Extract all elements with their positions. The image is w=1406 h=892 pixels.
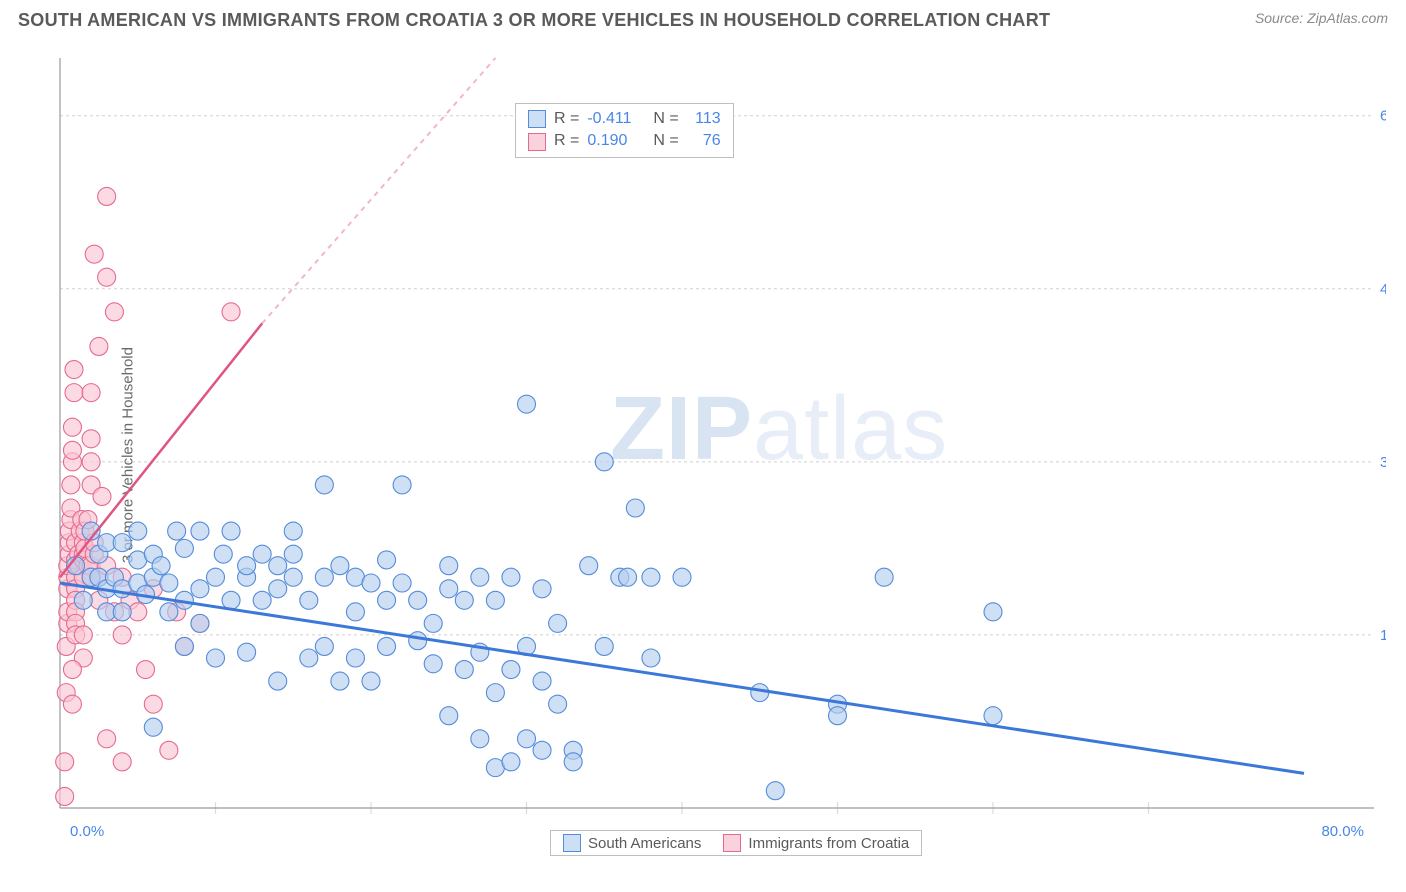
stats-row: R = -0.411 N = 113: [528, 108, 721, 130]
svg-text:45.0%: 45.0%: [1380, 281, 1386, 298]
n-label: N =: [653, 108, 678, 130]
r-value: -0.411: [587, 108, 645, 130]
r-value: 0.190: [587, 130, 645, 152]
chart-area: 3 or more Vehicles in Household ZIPatlas…: [50, 48, 1386, 862]
legend-item: Immigrants from Croatia: [723, 834, 909, 852]
series-swatch: [528, 110, 546, 128]
n-value: 76: [687, 130, 721, 152]
svg-text:80.0%: 80.0%: [1321, 823, 1364, 840]
n-label: N =: [653, 130, 678, 152]
legend-item: South Americans: [563, 834, 701, 852]
svg-text:30.0%: 30.0%: [1380, 454, 1386, 471]
legend-swatch: [723, 834, 741, 852]
svg-text:0.0%: 0.0%: [70, 823, 104, 840]
svg-text:15.0%: 15.0%: [1380, 627, 1386, 644]
chart-title: SOUTH AMERICAN VS IMMIGRANTS FROM CROATI…: [18, 10, 1050, 31]
legend-swatch: [563, 834, 581, 852]
header: SOUTH AMERICAN VS IMMIGRANTS FROM CROATI…: [0, 0, 1406, 39]
legend-label: Immigrants from Croatia: [748, 835, 909, 852]
svg-text:60.0%: 60.0%: [1380, 108, 1386, 125]
scatter-plot: 15.0% 30.0% 45.0% 60.0% 0.0% 80.0%: [54, 48, 1386, 848]
correlation-stats-box: R = -0.411 N = 113 R = 0.190 N = 76: [515, 103, 734, 158]
stats-row: R = 0.190 N = 76: [528, 130, 721, 152]
source-label: Source: ZipAtlas.com: [1255, 10, 1388, 26]
legend-label: South Americans: [588, 835, 701, 852]
r-label: R =: [554, 108, 579, 130]
series-swatch: [528, 133, 546, 151]
n-value: 113: [687, 108, 721, 130]
r-label: R =: [554, 130, 579, 152]
legend: South Americans Immigrants from Croatia: [550, 830, 922, 856]
